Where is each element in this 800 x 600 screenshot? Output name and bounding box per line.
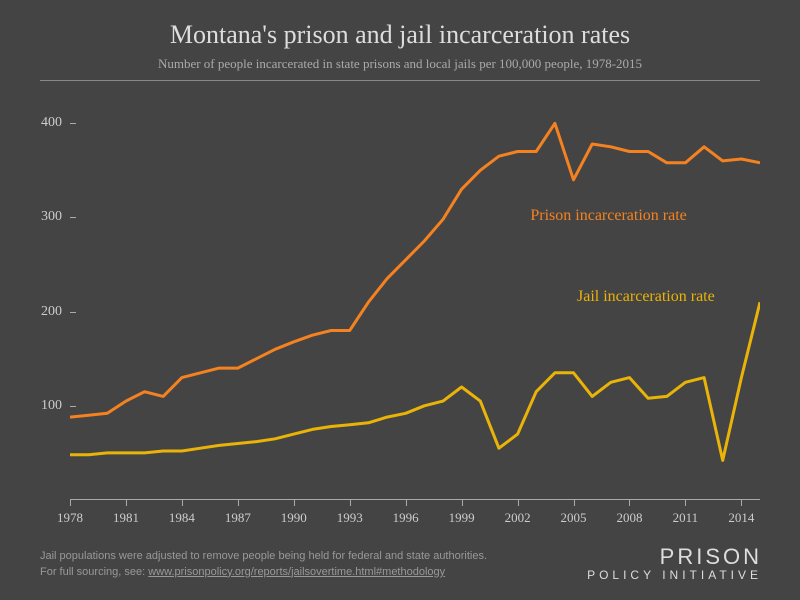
x-tick: [238, 500, 239, 506]
series-line: [70, 302, 760, 460]
footer-notes: Jail populations were adjusted to remove…: [40, 549, 487, 580]
x-axis-label: 1990: [281, 510, 307, 526]
chart-title: Montana's prison and jail incarceration …: [0, 0, 800, 50]
y-tick: [70, 406, 76, 407]
x-tick: [406, 500, 407, 506]
y-axis-label: 300: [41, 209, 62, 225]
x-axis-label: 2011: [673, 510, 699, 526]
x-axis-label: 1987: [225, 510, 251, 526]
x-tick: [182, 500, 183, 506]
y-tick: [70, 217, 76, 218]
y-tick: [70, 312, 76, 313]
x-axis-label: 2014: [728, 510, 754, 526]
y-axis-label: 100: [41, 398, 62, 414]
y-axis-label: 400: [41, 115, 62, 131]
footer-line-1: Jail populations were adjusted to remove…: [40, 549, 487, 564]
footer-line-2: For full sourcing, see: www.prisonpolicy…: [40, 565, 487, 580]
x-axis-label: 1978: [57, 510, 83, 526]
x-axis-label: 2005: [561, 510, 587, 526]
chart-container: Montana's prison and jail incarceration …: [0, 0, 800, 600]
x-axis-label: 1984: [169, 510, 195, 526]
x-tick: [629, 500, 630, 506]
series-line: [70, 123, 760, 417]
y-axis-label: 200: [41, 304, 62, 320]
x-tick: [70, 500, 71, 506]
logo-text-top: PRISON: [587, 544, 762, 570]
x-axis-label: 2008: [616, 510, 642, 526]
x-tick: [294, 500, 295, 506]
x-tick: [518, 500, 519, 506]
x-axis-label: 1993: [337, 510, 363, 526]
x-tick: [126, 500, 127, 506]
x-tick: [350, 500, 351, 506]
x-axis-label: 1996: [393, 510, 419, 526]
x-tick: [685, 500, 686, 506]
x-axis-label: 1999: [449, 510, 475, 526]
x-axis-line: [70, 499, 760, 500]
x-tick: [741, 500, 742, 506]
plot-area: 1002003004001978198119841987199019931996…: [70, 95, 760, 500]
series-label: Jail incarceration rate: [515, 288, 715, 306]
x-axis-label: 1981: [113, 510, 139, 526]
methodology-link[interactable]: www.prisonpolicy.org/reports/jailsoverti…: [148, 566, 445, 578]
series-label: Prison incarceration rate: [487, 207, 687, 225]
org-logo: PRISON POLICY INITIATIVE: [587, 544, 762, 582]
x-tick: [574, 500, 575, 506]
logo-text-bottom: POLICY INITIATIVE: [587, 568, 762, 582]
x-axis-label: 2002: [505, 510, 531, 526]
chart-subtitle: Number of people incarcerated in state p…: [40, 50, 760, 81]
y-tick: [70, 123, 76, 124]
x-tick: [462, 500, 463, 506]
